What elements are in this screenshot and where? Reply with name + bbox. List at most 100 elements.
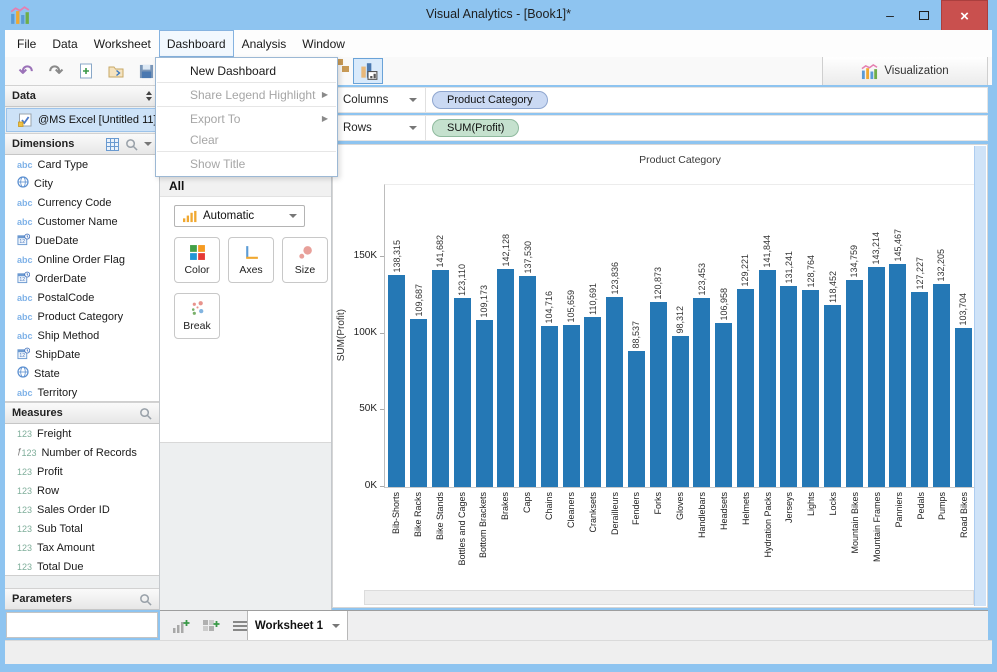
bar-cleaners[interactable] — [562, 325, 580, 487]
bar-mountain-bikes[interactable] — [845, 280, 863, 487]
category-label-jerseys[interactable]: Jerseys — [784, 492, 795, 524]
dashboard-menu-item-export-to[interactable]: Export To ▶ — [156, 108, 337, 129]
bar-handlebars[interactable] — [693, 298, 711, 487]
category-label-helmets[interactable]: Helmets — [740, 492, 751, 526]
chevron-down-icon[interactable] — [144, 142, 152, 146]
visualization-tab[interactable]: Visualization — [822, 57, 988, 85]
category-label-bottles-and-cages[interactable]: Bottles and Cages — [456, 492, 467, 566]
dimension-online-order-flag[interactable]: abc Online Order Flag — [5, 250, 159, 269]
bar-bike-stands[interactable] — [431, 270, 449, 487]
category-label-chains[interactable]: Chains — [543, 492, 554, 521]
measure-sub-total[interactable]: 123 Sub Total — [5, 519, 159, 538]
menu-item-data[interactable]: Data — [52, 36, 78, 51]
bar-brakes[interactable] — [497, 269, 515, 487]
category-label-hydration-packs[interactable]: Hydration Packs — [762, 492, 773, 558]
dimension-card-type[interactable]: abc Card Type — [5, 155, 159, 174]
category-label-pumps[interactable]: Pumps — [937, 492, 948, 521]
rows-shelf-label-zone[interactable]: Rows — [333, 116, 426, 140]
measure-total-due[interactable]: 123 Total Due — [5, 557, 159, 575]
bar-fenders[interactable] — [627, 351, 645, 487]
bar-forks[interactable] — [649, 302, 667, 487]
measure-tax-amount[interactable]: 123 Tax Amount — [5, 538, 159, 557]
bar-derailleurs[interactable] — [606, 297, 624, 487]
category-label-pedals[interactable]: Pedals — [915, 492, 926, 520]
save-button[interactable] — [133, 59, 159, 83]
dimension-customer-name[interactable]: abc Customer Name — [5, 212, 159, 231]
bar-pumps[interactable] — [932, 284, 950, 487]
bar-cranksets[interactable] — [584, 317, 602, 487]
color-button[interactable]: Color — [174, 237, 220, 283]
dashboard-menu-item-share-legend-highlight[interactable]: Share Legend Highlight ▶ — [156, 84, 337, 105]
measure-profit[interactable]: 123 Profit — [5, 462, 159, 481]
swap-axes-icon[interactable] — [336, 59, 352, 75]
new-worksheet-icon[interactable] — [172, 618, 190, 634]
columns-shelf-label-zone[interactable]: Columns — [333, 88, 426, 112]
dimension-territory[interactable]: abc Territory — [5, 383, 159, 401]
category-label-bib-shorts[interactable]: Bib-Shorts — [390, 492, 401, 535]
data-source-item[interactable]: @MS Excel [Untitled 11] — [6, 108, 158, 132]
category-label-road-bikes[interactable]: Road Bikes — [959, 492, 970, 539]
dimension-city[interactable]: City — [5, 174, 159, 193]
columns-shelf[interactable]: Columns Product Category — [332, 87, 988, 113]
bar-hydration-packs[interactable] — [758, 270, 776, 487]
category-label-fenders[interactable]: Fenders — [631, 492, 642, 526]
rows-shelf[interactable]: Rows SUM(Profit) — [332, 115, 988, 141]
bar-pedals[interactable] — [911, 292, 929, 487]
category-label-forks[interactable]: Forks — [653, 492, 664, 515]
close-button[interactable]: × — [941, 0, 988, 32]
size-button[interactable]: Size — [282, 237, 328, 283]
bar-lights[interactable] — [802, 290, 820, 487]
bar-chart-type-button[interactable] — [353, 58, 383, 84]
dimension-currency-code[interactable]: abc Currency Code — [5, 193, 159, 212]
dashboard-menu-item-clear[interactable]: Clear — [156, 129, 337, 150]
dimension-postalcode[interactable]: abc PostalCode — [5, 288, 159, 307]
menu-item-dashboard[interactable]: Dashboard — [158, 30, 234, 57]
horizontal-scrollbar[interactable] — [364, 590, 974, 605]
bar-panniers[interactable] — [889, 264, 907, 487]
menu-item-window[interactable]: Window — [302, 36, 345, 51]
dashboard-menu-item-new-dashboard[interactable]: New Dashboard — [156, 60, 337, 81]
break-button[interactable]: Break — [174, 293, 220, 339]
maximize-button[interactable] — [907, 0, 941, 30]
undo-button[interactable]: ↶ — [13, 59, 39, 83]
dimension-shipdate[interactable]: 12 ShipDate — [5, 345, 159, 364]
data-panel-header[interactable]: Data — [5, 85, 159, 107]
category-label-bike-stands[interactable]: Bike Stands — [434, 492, 445, 541]
category-label-locks[interactable]: Locks — [828, 492, 839, 516]
redo-button[interactable]: ↷ — [43, 59, 69, 83]
measure-row[interactable]: 123 Row — [5, 481, 159, 500]
dimensions-panel-header[interactable]: Dimensions — [5, 133, 159, 155]
columns-pill-product-category[interactable]: Product Category — [432, 91, 548, 109]
measures-panel-header[interactable]: Measures — [5, 402, 159, 424]
category-label-panniers[interactable]: Panniers — [893, 492, 904, 528]
new-workbook-button[interactable] — [73, 59, 99, 83]
category-label-cleaners[interactable]: Cleaners — [565, 492, 576, 529]
bar-chains[interactable] — [540, 326, 558, 487]
category-label-caps[interactable]: Caps — [522, 492, 533, 514]
view-data-grid-icon[interactable] — [106, 137, 119, 151]
chevron-down-icon[interactable] — [409, 126, 417, 130]
category-label-mountain-frames[interactable]: Mountain Frames — [871, 492, 882, 563]
category-label-headsets[interactable]: Headsets — [718, 492, 729, 531]
category-label-gloves[interactable]: Gloves — [675, 492, 686, 521]
measure-sales-order-id[interactable]: 123 Sales Order ID — [5, 500, 159, 519]
category-label-lights[interactable]: Lights — [806, 492, 817, 517]
search-icon[interactable] — [139, 593, 152, 606]
bar-bike-racks[interactable] — [410, 319, 428, 487]
measure-number-of-records[interactable]: ƒ123 Number of Records — [5, 443, 159, 462]
bar-mountain-frames[interactable] — [867, 267, 885, 487]
new-dashboard-icon[interactable] — [202, 618, 220, 634]
category-label-derailleurs[interactable]: Derailleurs — [609, 492, 620, 536]
category-label-bike-racks[interactable]: Bike Racks — [412, 492, 423, 538]
mark-type-dropdown[interactable]: Automatic — [174, 205, 305, 227]
bar-helmets[interactable] — [736, 289, 754, 487]
chevron-down-icon[interactable] — [409, 98, 417, 102]
menu-item-file[interactable]: File — [17, 36, 37, 51]
bar-road-bikes[interactable] — [954, 328, 972, 487]
category-label-bottom-brackets[interactable]: Bottom Brackets — [478, 492, 489, 559]
axes-button[interactable]: Axes — [228, 237, 274, 283]
dimension-orderdate[interactable]: 12 OrderDate — [5, 269, 159, 288]
worksheet-tab[interactable]: Worksheet 1 — [247, 611, 348, 640]
minimize-button[interactable]: – — [886, 7, 894, 23]
category-label-cranksets[interactable]: Cranksets — [587, 492, 598, 533]
